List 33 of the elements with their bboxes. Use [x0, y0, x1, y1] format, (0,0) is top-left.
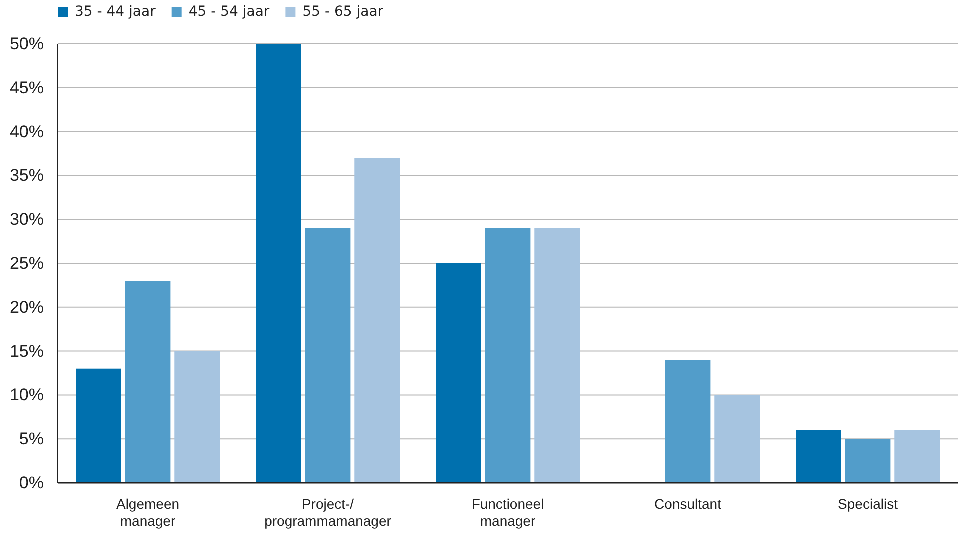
bar [714, 395, 760, 483]
bar [125, 281, 171, 483]
bar [305, 228, 351, 483]
x-tick-label: Algemeen manager [116, 496, 180, 529]
y-tick-label: 25% [10, 254, 44, 273]
bar [845, 439, 891, 483]
legend-label: 45 - 54 jaar [188, 4, 270, 20]
y-tick-label: 5% [19, 430, 44, 449]
x-tick-label: Functioneel manager [472, 496, 544, 529]
legend-label: 55 - 65 jaar [302, 4, 384, 20]
y-tick-label: 35% [10, 166, 44, 186]
legend-label: 35 - 44 jaar [75, 4, 156, 20]
y-tick-label: 0% [19, 473, 44, 492]
bar [665, 360, 711, 483]
x-tick-label: Project-/ programmamanager [264, 496, 392, 529]
y-tick-label: 15% [10, 342, 44, 361]
bar [485, 228, 531, 483]
y-tick-label: 30% [10, 210, 44, 230]
bar [354, 158, 400, 483]
x-tick-label: Specialist [838, 496, 898, 512]
bar [534, 228, 580, 483]
bar [76, 368, 122, 483]
y-tick-label: 40% [10, 122, 44, 142]
y-tick-label: 20% [10, 298, 44, 317]
bar [256, 44, 302, 483]
y-tick-label: 50% [10, 34, 44, 54]
y-tick-label: 45% [10, 78, 44, 98]
bar [796, 430, 842, 483]
bar [174, 351, 220, 483]
x-tick-label: Consultant [654, 496, 722, 512]
bar [894, 430, 940, 483]
bar [436, 264, 482, 483]
y-tick-label: 10% [10, 386, 44, 405]
